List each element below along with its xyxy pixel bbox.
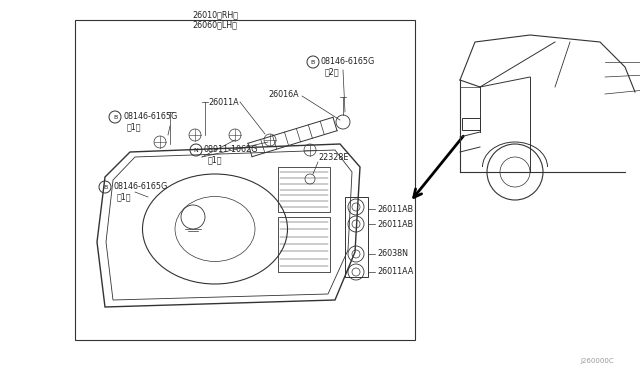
Bar bbox=[462, 118, 480, 130]
Bar bbox=[75, 20, 415, 340]
Text: N: N bbox=[194, 148, 198, 153]
Text: 08146-6165G: 08146-6165G bbox=[123, 112, 177, 121]
Text: B: B bbox=[113, 115, 117, 119]
Text: 08146-6165G: 08146-6165G bbox=[321, 57, 375, 65]
Text: （1）: （1） bbox=[127, 122, 141, 131]
Text: 26011AB: 26011AB bbox=[377, 219, 413, 228]
Text: 08911-1062G: 08911-1062G bbox=[204, 144, 259, 154]
Text: （1）: （1） bbox=[117, 192, 131, 202]
Text: 26010〈RH〉: 26010〈RH〉 bbox=[192, 10, 238, 19]
Text: B: B bbox=[311, 60, 315, 64]
Text: 26011AA: 26011AA bbox=[377, 267, 413, 276]
Text: J260000C: J260000C bbox=[580, 358, 614, 364]
Text: 22328E: 22328E bbox=[318, 153, 348, 161]
Text: 26038N: 26038N bbox=[377, 250, 408, 259]
Text: 26060〈LH〉: 26060〈LH〉 bbox=[193, 20, 237, 29]
Text: （2）: （2） bbox=[325, 67, 340, 77]
Text: 26016A: 26016A bbox=[268, 90, 299, 99]
Text: 26011AB: 26011AB bbox=[377, 205, 413, 214]
Text: 08146-6165G: 08146-6165G bbox=[113, 182, 167, 190]
Text: 26011A: 26011A bbox=[208, 97, 239, 106]
Text: B: B bbox=[103, 185, 107, 189]
Text: （1）: （1） bbox=[208, 155, 223, 164]
